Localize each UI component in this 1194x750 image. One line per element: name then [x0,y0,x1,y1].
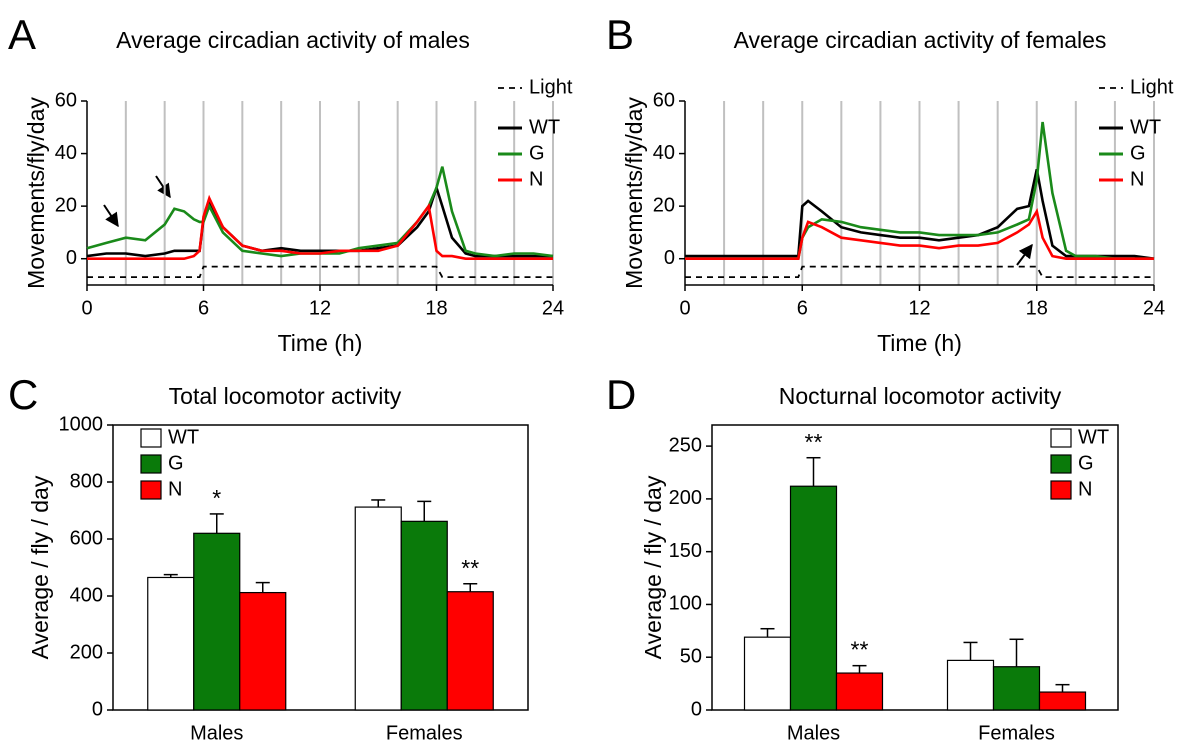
x-tick-label: Females [386,722,463,744]
y-tick-label: 60 [653,89,675,111]
y-tick-label: 20 [653,194,675,216]
legend-label: N [168,478,182,500]
bar [835,672,884,711]
bar [743,636,792,711]
legend-label: Light [529,76,573,98]
series-line [86,183,553,258]
legend-swatch [140,454,162,474]
y-tick-label: 1000 [59,413,104,435]
x-tick-label: 12 [908,297,930,319]
y-tick-label: 60 [55,89,77,111]
legend-label: WT [168,426,199,448]
y-axis-label: Movements/fly/day [23,97,49,289]
significance-label: ** [461,555,479,581]
chart-title: Total locomotor activity [169,383,402,409]
chart-title: Nocturnal locomotor activity [779,383,1062,409]
y-tick-label: 0 [66,247,77,269]
x-tick-label: Males [787,722,840,744]
y-tick-label: 400 [70,584,103,606]
y-tick-label: 800 [70,470,103,492]
x-tick-label: 6 [198,297,209,319]
y-tick-label: 0 [664,247,675,269]
bar [193,532,241,711]
bar [992,666,1041,711]
x-tick-label: 0 [679,297,690,319]
series-line [685,207,1154,260]
legend-label: G [529,142,545,164]
x-tick-label: 6 [797,297,808,319]
series-line [87,194,553,260]
chart-title: Average circadian activity of females [734,27,1107,53]
arrow [155,175,171,199]
legend-label: N [1078,478,1092,500]
x-tick-label: Females [978,722,1055,744]
x-tick-label: 24 [542,297,564,319]
significance-label: ** [805,429,823,455]
y-axis-label: Average / fly / day [640,475,666,659]
bar [354,506,402,711]
x-axis-label: Time (h) [278,330,363,356]
y-axis-label: Average / fly / day [27,475,53,659]
x-tick-label: 0 [81,297,92,319]
bar [400,520,448,711]
x-tick-label: Males [190,722,243,744]
panel-letter: B [606,11,634,58]
x-tick-label: 24 [1143,297,1165,319]
legend-swatch [1050,428,1072,448]
y-tick-label: 20 [55,194,77,216]
y-axis-label: Movements/fly/day [621,97,647,289]
x-tick-label: 12 [309,297,331,319]
legend-swatch [140,428,162,448]
y-tick-label: 40 [55,142,77,164]
y-tick-label: 150 [669,540,702,562]
significance-label: ** [851,637,869,663]
series-line [685,169,1155,260]
legend-swatch [140,480,162,500]
legend-swatch [1050,454,1072,474]
bar [239,591,287,711]
significance-label: * [212,485,221,511]
legend-label: WT [1078,426,1109,448]
arrow [103,204,119,228]
bar [147,576,195,711]
plot-frame [112,424,529,711]
legend-label: N [529,168,543,190]
panel-letter: A [8,11,36,58]
x-axis-label: Time (h) [877,330,962,356]
legend-label: G [1130,142,1146,164]
legend-swatch [1050,480,1072,500]
bar [946,659,995,711]
x-tick-label: 18 [1026,297,1048,319]
arrow [1016,243,1033,266]
y-tick-label: 40 [653,142,675,164]
bar [446,591,494,711]
legend-label: G [1078,452,1094,474]
series-line [685,265,1154,278]
y-tick-label: 250 [669,434,702,456]
panel-letter: C [8,371,38,418]
series-line [87,265,553,278]
chart-title: Average circadian activity of males [116,27,470,53]
legend-label: WT [529,116,560,138]
panel-letter: D [606,371,636,418]
legend-label: WT [1130,116,1161,138]
legend-label: G [168,452,184,474]
y-tick-label: 0 [691,698,702,720]
y-tick-label: 50 [680,646,702,668]
y-tick-label: 600 [70,527,103,549]
x-tick-label: 18 [425,297,447,319]
y-tick-label: 100 [669,593,702,615]
y-tick-label: 200 [70,641,103,663]
legend-label: Light [1130,76,1174,98]
plot-frame [711,424,1119,711]
legend-label: N [1130,168,1144,190]
bar [789,485,838,711]
y-tick-label: 0 [92,698,103,720]
bar [1038,691,1087,711]
y-tick-label: 200 [669,487,702,509]
